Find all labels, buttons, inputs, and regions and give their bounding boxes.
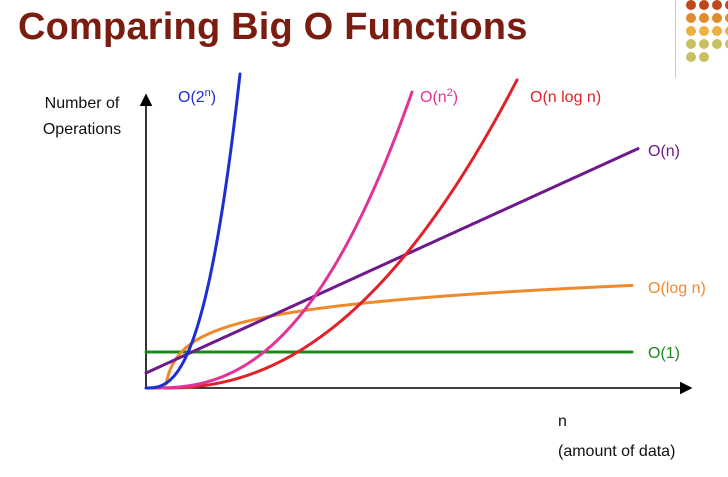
y-axis-label-line1: Number of: [45, 95, 120, 112]
series-line-logarithmic: [164, 283, 634, 386]
decorative-dot: [686, 0, 696, 10]
series-line-linearithmic: [163, 78, 519, 390]
decorative-dot: [725, 26, 728, 36]
series-label-on: O(n): [648, 143, 680, 160]
decorative-dot: [686, 26, 696, 36]
x-axis-label-line1: n: [558, 413, 567, 430]
decorative-dot: [699, 52, 709, 62]
decorative-dot: [712, 39, 722, 49]
series-line-quadratic: [150, 90, 414, 390]
slide-title: Comparing Big O Functions: [18, 6, 528, 48]
decorative-dot: [686, 13, 696, 23]
series-label-ologn: O(log n): [648, 280, 706, 297]
y-axis-label-line2: Operations: [43, 121, 121, 138]
series-line-linear: [144, 147, 640, 375]
decorative-dot: [725, 13, 728, 23]
series-label-on2: O(n2): [420, 87, 458, 106]
series-label-o2n: O(2n): [178, 87, 216, 106]
series-label-onlogn: O(n log n): [530, 89, 601, 106]
title-divider: [675, 0, 676, 78]
decorative-dot: [686, 39, 696, 49]
series-line-exponential: [144, 72, 242, 390]
decorative-dot: [686, 52, 696, 62]
series-label-o1: O(1): [648, 345, 680, 362]
x-axis-label-line2: (amount of data): [558, 443, 675, 460]
decorative-dot: [712, 13, 722, 23]
decorative-dot: [699, 39, 709, 49]
decorative-dot: [712, 26, 722, 36]
decorative-dot: [712, 0, 722, 10]
decorative-dot: [725, 0, 728, 10]
decorative-dot: [699, 0, 709, 10]
decorative-dot: [699, 26, 709, 36]
decorative-dot: [725, 39, 728, 49]
decorative-dot: [699, 13, 709, 23]
